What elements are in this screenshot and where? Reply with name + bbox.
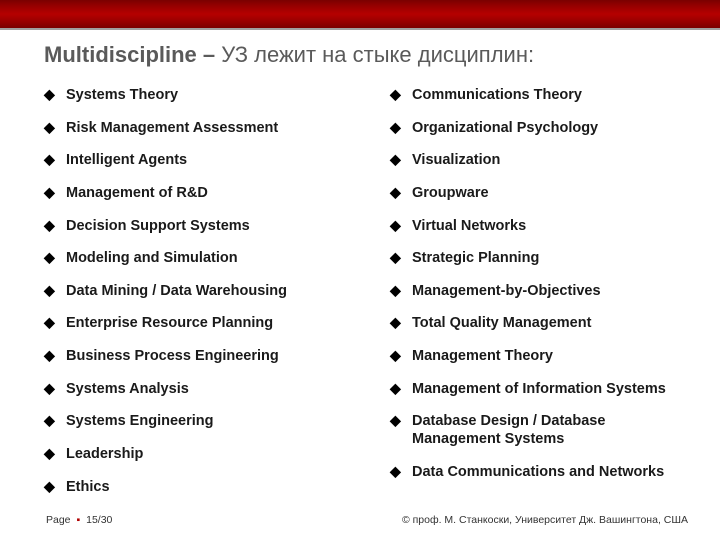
attribution: © проф. М. Станкоски, Университет Дж. Ва… (402, 514, 688, 526)
footer: Page ▪ 15/30 © проф. М. Станкоски, Униве… (0, 508, 720, 540)
list-item: Management of R&D (44, 184, 350, 202)
page-indicator: Page ▪ 15/30 (46, 514, 112, 526)
list-item: Intelligent Agents (44, 151, 350, 169)
list-item: Strategic Planning (390, 249, 696, 267)
list-item: Groupware (390, 184, 696, 202)
list-item: Database Design / Database Management Sy… (390, 412, 696, 448)
list-item: Systems Analysis (44, 380, 350, 398)
right-column: Communications Theory Organizational Psy… (390, 86, 696, 510)
page-number: 15/30 (86, 514, 112, 526)
list-item: Modeling and Simulation (44, 249, 350, 267)
left-column: Systems Theory Risk Management Assessmen… (44, 86, 350, 510)
list-item: Ethics (44, 478, 350, 496)
page-separator: ▪ (76, 514, 80, 526)
title-area: Multidiscipline – УЗ лежит на стыке дисц… (0, 28, 720, 76)
list-item: Virtual Networks (390, 217, 696, 235)
slide-title: Multidiscipline – (44, 42, 221, 67)
list-item: Systems Theory (44, 86, 350, 104)
list-item: Visualization (390, 151, 696, 169)
list-item: Management-by-Objectives (390, 282, 696, 300)
list-item: Risk Management Assessment (44, 119, 350, 137)
header-band (0, 0, 720, 28)
list-item: Total Quality Management (390, 314, 696, 332)
list-item: Business Process Engineering (44, 347, 350, 365)
list-item: Data Communications and Networks (390, 463, 696, 481)
list-item: Systems Engineering (44, 412, 350, 430)
list-item: Management Theory (390, 347, 696, 365)
content-columns: Systems Theory Risk Management Assessmen… (0, 76, 720, 510)
list-item: Organizational Psychology (390, 119, 696, 137)
slide-title-suffix: УЗ лежит на стыке дисциплин: (221, 42, 534, 67)
list-item: Leadership (44, 445, 350, 463)
list-item: Data Mining / Data Warehousing (44, 282, 350, 300)
page-label: Page (46, 514, 71, 526)
list-item: Communications Theory (390, 86, 696, 104)
right-list: Communications Theory Organizational Psy… (390, 86, 696, 481)
left-list: Systems Theory Risk Management Assessmen… (44, 86, 350, 496)
list-item: Management of Information Systems (390, 380, 696, 398)
list-item: Decision Support Systems (44, 217, 350, 235)
list-item: Enterprise Resource Planning (44, 314, 350, 332)
